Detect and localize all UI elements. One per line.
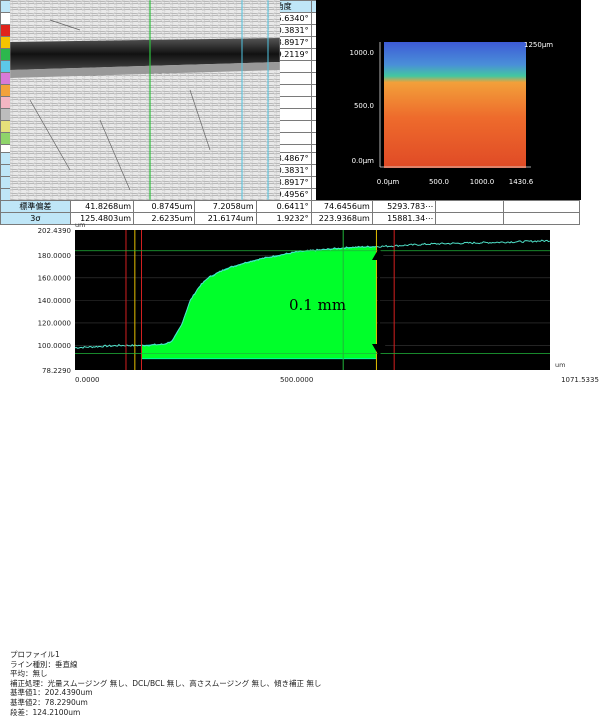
profile-notes: プロファイル1 ライン種別：垂直線 平均：無し 補正処理：光量スムージング 無し、DC… [10,650,321,717]
table-cell: 7.2058um [194,200,257,213]
arrow-head-down [372,344,386,356]
note-line: ライン種別：垂直線 [10,659,78,669]
table-cell: 74.6456um [310,200,373,213]
table-row[interactable]: 標準偏差 41.8268um 0.8745um 7.2058um 0.6411° 74.6… [0,200,581,213]
table-cell: 125.4803um [69,212,135,225]
note-line: 段差：124.2100um [10,707,81,717]
table-cell: 223.9368um [310,212,373,225]
arrow-head-up [372,248,386,260]
microscope-image [10,0,280,200]
top-label: 1250μm [524,41,553,49]
x-unit: um [555,361,565,369]
y-min-label: 78.2290 [42,367,71,375]
note-line: 基準値2：78.2290um [10,697,88,707]
x-tick-500: 500.0 [429,178,449,186]
table-cell: 5293.783⋯ [371,200,437,213]
y-unit: um [75,221,85,229]
note-line: 補正処理：光量スムージング 無し、DCL/BCL 無し、高さスムージング 無し、… [10,678,322,688]
row-label: 標準偏差 [0,200,71,213]
table-cell [502,200,581,213]
y-tick-1000: 1000.0 [350,49,375,57]
y-tick-label: 160.0000 [38,274,71,282]
step-annotation: 0.1 mm [289,296,346,314]
y-tick-label: 120.0000 [38,319,71,327]
note-line: 基準値1：202.4390um [10,688,93,698]
y-tick-label: 100.0000 [38,342,71,350]
height-map-view: 1000.0 500.0 0.0μm 0.0μm 500.0 1000.0 14… [316,0,581,200]
table-cell: 21.6174um [194,212,257,225]
y-tick-500: 500.0 [354,102,374,110]
note-line: 平均：無し [10,669,48,679]
microscope-surface [10,0,280,200]
profile-chart: 180.0000 160.0000 140.0000 120.0000 100.0000… [0,220,603,385]
table-cell: 0.8745um [133,200,196,213]
x-tick-label: 500.0000 [280,376,313,384]
table-row[interactable]: 3σ 125.4803um 2.6235um 21.6174um 1.9232° 223.… [0,212,581,225]
table-cell [502,212,581,225]
table-cell: 15881.34⋯ [371,212,437,225]
table-cell [435,200,504,213]
profile-line [74,239,550,349]
y-tick-label: 180.0000 [38,252,71,260]
table-cell: 41.8268um [69,200,135,213]
height-map-surface [384,42,526,168]
x-tick-1000: 1000.0 [470,178,495,186]
row-label: 3σ [0,212,71,225]
y-tick-0: 0.0μm [352,157,375,165]
x-tick-1430: 1430.6 [509,178,534,186]
note-line: プロファイル1 [10,650,60,659]
y-tick-label: 140.0000 [38,297,71,305]
x-tick-0: 0.0μm [377,178,400,186]
x-tick-label: 1071.5335 [561,376,599,384]
x-tick-label: 0.0000 [75,376,100,384]
y-max-label: 202.4390 [38,227,71,235]
table-cell: 0.6411° [255,200,312,213]
